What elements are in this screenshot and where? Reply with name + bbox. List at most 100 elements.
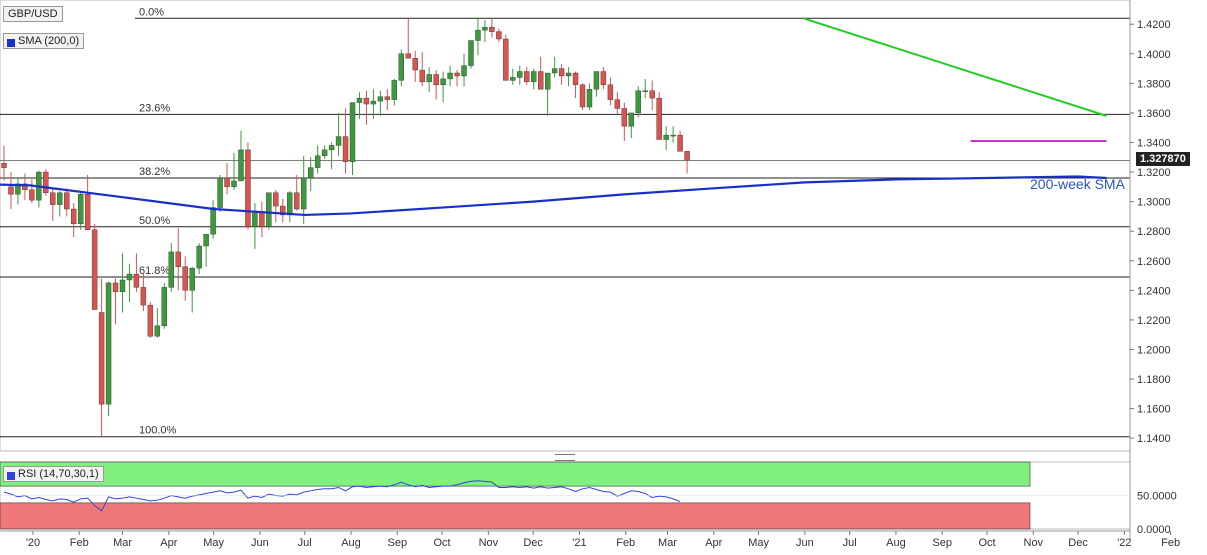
candle-body [489, 26, 495, 32]
candle-body [517, 71, 523, 78]
candle-body [314, 155, 321, 168]
y-tick-label: 1.2200 [1137, 315, 1171, 327]
candle-body [544, 72, 551, 90]
candle-body [642, 90, 648, 92]
candle-body [503, 38, 509, 81]
candle-body [440, 78, 446, 86]
candle-body [684, 151, 690, 161]
x-tick-label: Jun [251, 537, 269, 549]
candle-body [677, 134, 683, 152]
candle-body [321, 149, 328, 156]
y-tick-label: 1.3400 [1137, 137, 1171, 149]
candle-body [57, 192, 63, 205]
panel-resize-handle[interactable] [555, 454, 575, 461]
candle-body [558, 68, 565, 77]
fibonacci-levels: 0.0% 23.6% 38.2% 50.0% 61.8% 100.0% [0, 0, 1131, 452]
candle-body [363, 97, 370, 105]
x-tick-label: Mar [113, 537, 132, 549]
x-tick-label: May [748, 537, 769, 549]
candle-body [621, 108, 628, 127]
candle-body [196, 245, 202, 269]
x-tick-label: Jul [843, 537, 857, 549]
x-tick-label: Aug [886, 537, 906, 549]
candle-body [140, 287, 147, 306]
sma-indicator-label[interactable]: SMA (200,0) [3, 33, 85, 49]
candle-body [43, 171, 49, 193]
x-tick-label: Sep [387, 537, 407, 549]
sma-color-swatch [7, 39, 15, 47]
candlesticks [1, 18, 690, 437]
candle-body [280, 205, 286, 216]
x-tick-label: Mar [658, 537, 677, 549]
overlays [0, 17, 1107, 217]
rsi-panel [0, 461, 1131, 530]
candle-body [328, 145, 335, 151]
candle-body [572, 72, 579, 86]
candle-body [15, 183, 21, 195]
fib-label: 0.0% [139, 6, 164, 18]
candle-body [335, 136, 342, 146]
fib-label: 38.2% [139, 166, 170, 178]
candle-body [8, 186, 14, 195]
candle-body [614, 99, 621, 109]
rsi-tick-label: 0.0000 [1137, 524, 1171, 536]
candle-body [656, 97, 662, 140]
x-tick-label: Dec [523, 537, 543, 549]
candle-body [77, 194, 84, 225]
x-tick-label: '20 [26, 537, 40, 549]
candle-body [210, 207, 216, 235]
candle-body [447, 72, 453, 80]
y-tick-label: 1.3200 [1137, 167, 1171, 179]
candle-body [287, 192, 293, 216]
rsi-overbought-zone [0, 461, 1031, 487]
candle-body [496, 31, 502, 40]
candle-body [301, 177, 307, 210]
candle-body [454, 72, 460, 77]
instrument-label[interactable]: GBP/USD [3, 6, 63, 22]
x-tick-label: Apr [705, 537, 722, 549]
x-tick-label: May [203, 537, 224, 549]
candle-body [175, 251, 181, 267]
candle-body [475, 29, 481, 41]
candle-body [168, 251, 174, 288]
candle-body [377, 96, 384, 102]
rsi-indicator-label[interactable]: RSI (14,70,30,1) [3, 466, 104, 482]
candle-body [98, 312, 105, 405]
candle-body [1, 162, 7, 168]
candle-body [370, 100, 377, 105]
candle-body [593, 71, 600, 90]
candle-body [224, 177, 230, 188]
candle-body [579, 84, 586, 108]
candle-body [607, 84, 614, 100]
fib-label: 100.0% [139, 425, 177, 437]
candle-body [84, 194, 91, 230]
y-tick-label: 1.2000 [1137, 344, 1171, 356]
candle-body [50, 192, 56, 205]
candle-body [231, 180, 237, 188]
x-tick-label: Feb [616, 537, 635, 549]
rsi-color-swatch [7, 472, 15, 480]
candle-body [252, 211, 258, 227]
candle-body [586, 89, 593, 108]
rsi-line [3, 480, 681, 512]
candle-body [217, 177, 223, 208]
candle-body [307, 167, 314, 179]
candle-body [426, 74, 432, 83]
candle-body [391, 80, 398, 100]
candle-body [259, 211, 265, 227]
fib-label: 23.6% [139, 102, 170, 114]
candle-body [531, 71, 537, 83]
y-tick-label: 1.1400 [1137, 433, 1171, 445]
candle-body [161, 287, 168, 327]
candle-body [537, 71, 544, 90]
candle-body [419, 69, 425, 83]
axes: 1.4200 1.4000 1.3800 1.3600 1.3400 1.3200 1.30… [0, 0, 1180, 549]
candle-body [551, 68, 558, 74]
x-tick-label: '21 [572, 537, 586, 549]
candle-body [649, 90, 655, 99]
candle-body [342, 136, 349, 162]
sma-annotation: 200-week SMA [1030, 176, 1125, 192]
last-price-tag: 1.327870 [1136, 152, 1190, 166]
candle-body [670, 134, 676, 137]
